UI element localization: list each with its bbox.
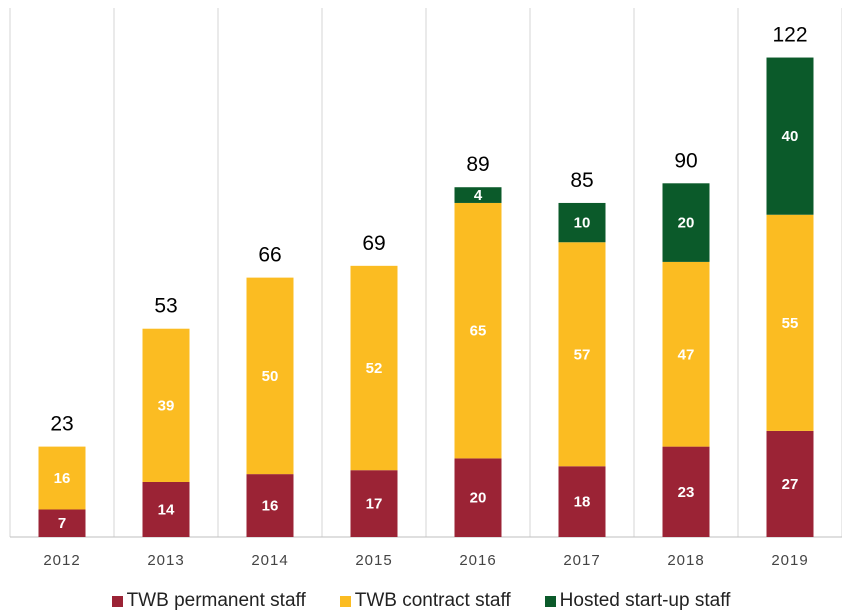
bar-segment: [142, 481, 190, 537]
data-label: 39: [158, 397, 175, 414]
bar-segment: [558, 202, 606, 243]
x-tick-label: 2014: [251, 552, 288, 569]
x-tick-label: 2017: [563, 552, 600, 569]
legend-label: Hosted start-up staff: [559, 590, 731, 611]
bar-segment: [766, 214, 814, 431]
bar-segment: [246, 277, 294, 475]
legend-item: TWB permanent staff: [111, 590, 306, 612]
legend-label: TWB permanent staff: [126, 590, 306, 611]
bar-segment: [662, 183, 710, 262]
bar-segment: [454, 187, 502, 203]
bar-segment: [454, 458, 502, 537]
bar-segment: [454, 202, 502, 459]
total-label: 66: [258, 244, 281, 267]
x-tick-label: 2012: [43, 552, 80, 569]
total-label: 85: [570, 169, 593, 192]
legend-swatch: [111, 595, 123, 607]
data-label: 20: [678, 215, 695, 232]
x-tick-label: 2019: [771, 552, 808, 569]
data-label: 27: [782, 476, 799, 493]
legend-label: TWB contract staff: [354, 590, 511, 611]
data-label: 7: [58, 515, 66, 532]
x-tick-label: 2016: [459, 552, 496, 569]
data-label: 47: [678, 346, 695, 363]
bar-segment: [38, 509, 86, 537]
legend-swatch: [544, 595, 556, 607]
data-label: 17: [366, 496, 383, 513]
bar-segment: [142, 328, 190, 482]
legend-item: TWB contract staff: [339, 590, 511, 612]
data-label: 10: [574, 215, 591, 232]
total-label: 89: [466, 153, 489, 176]
data-label: 23: [678, 484, 695, 501]
bar-segment: [558, 242, 606, 467]
total-label: 90: [674, 149, 697, 172]
data-label: 20: [470, 490, 487, 507]
total-label: 69: [362, 232, 385, 255]
bar-segment: [662, 446, 710, 537]
data-label: 55: [782, 315, 799, 332]
data-label: 57: [574, 346, 591, 363]
stacked-bar-chart: 7 16 23 2012 14 39 53 2013 16 50 66 2014 17 52 69 2015 2…: [9, 8, 842, 569]
data-label: 65: [470, 323, 487, 340]
bar-segment: [766, 430, 814, 537]
x-tick-label: 2018: [667, 552, 704, 569]
data-label: 40: [782, 128, 799, 145]
data-label: 4: [474, 187, 483, 204]
bar-segment: [558, 466, 606, 537]
bar-segment: [38, 446, 86, 510]
data-label: 16: [262, 498, 279, 515]
bar-segment: [350, 265, 398, 471]
x-tick-label: 2015: [355, 552, 392, 569]
legend-item: Hosted start-up staff: [544, 590, 731, 612]
total-label: 122: [772, 24, 807, 47]
data-label: 16: [54, 470, 71, 487]
bar-segment: [766, 57, 814, 215]
legend: TWB permanent staff TWB contract staff Hos…: [0, 590, 842, 612]
legend-swatch: [339, 595, 351, 607]
bar-segment: [350, 470, 398, 537]
data-label: 50: [262, 368, 279, 385]
total-label: 23: [50, 413, 73, 436]
total-label: 53: [154, 295, 177, 318]
bar-segment: [246, 474, 294, 537]
x-tick-label: 2013: [147, 552, 184, 569]
bar-segment: [662, 261, 710, 447]
data-label: 52: [366, 360, 383, 377]
data-label: 18: [574, 494, 591, 511]
data-label: 14: [158, 501, 175, 518]
